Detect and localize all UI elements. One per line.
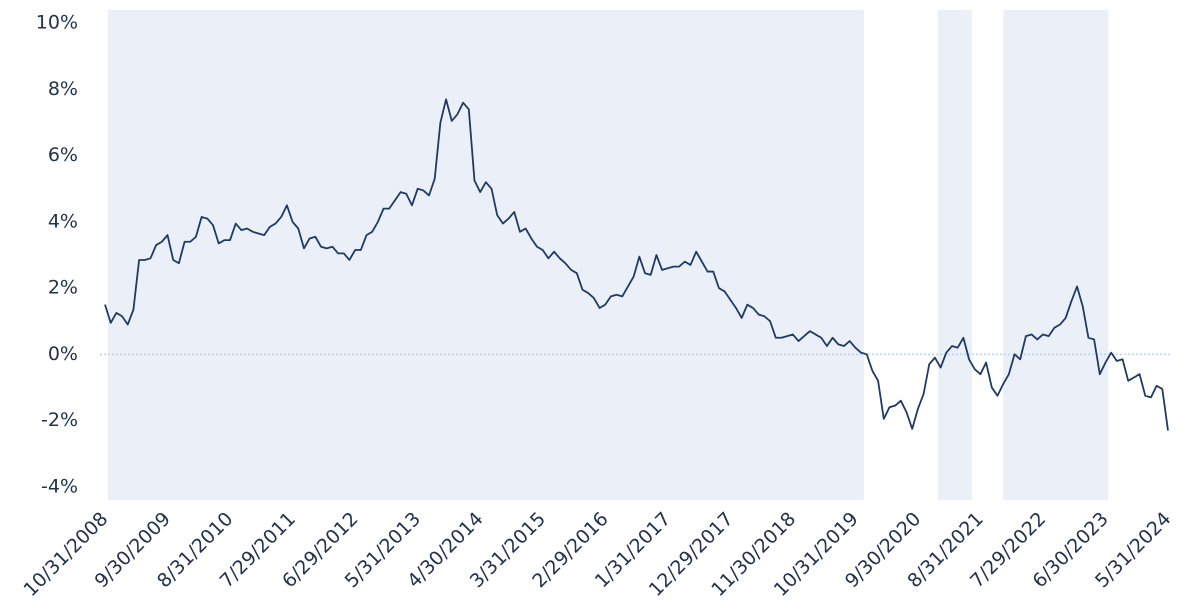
x-tick-label: 10/31/2008 xyxy=(19,508,112,600)
y-tick-label: 6% xyxy=(48,144,78,166)
y-tick-label: 10% xyxy=(36,12,78,34)
data-line xyxy=(104,98,1169,431)
y-tick-label: 0% xyxy=(48,343,78,365)
y-tick-label: -4% xyxy=(41,475,78,497)
y-tick-label: 4% xyxy=(48,210,78,232)
shaded-range xyxy=(1003,10,1109,500)
shaded-range xyxy=(937,10,972,500)
y-tick-label: -2% xyxy=(41,409,78,431)
y-tick-label: 2% xyxy=(48,277,78,299)
shaded-range xyxy=(107,10,864,500)
y-tick-label: 8% xyxy=(48,78,78,100)
